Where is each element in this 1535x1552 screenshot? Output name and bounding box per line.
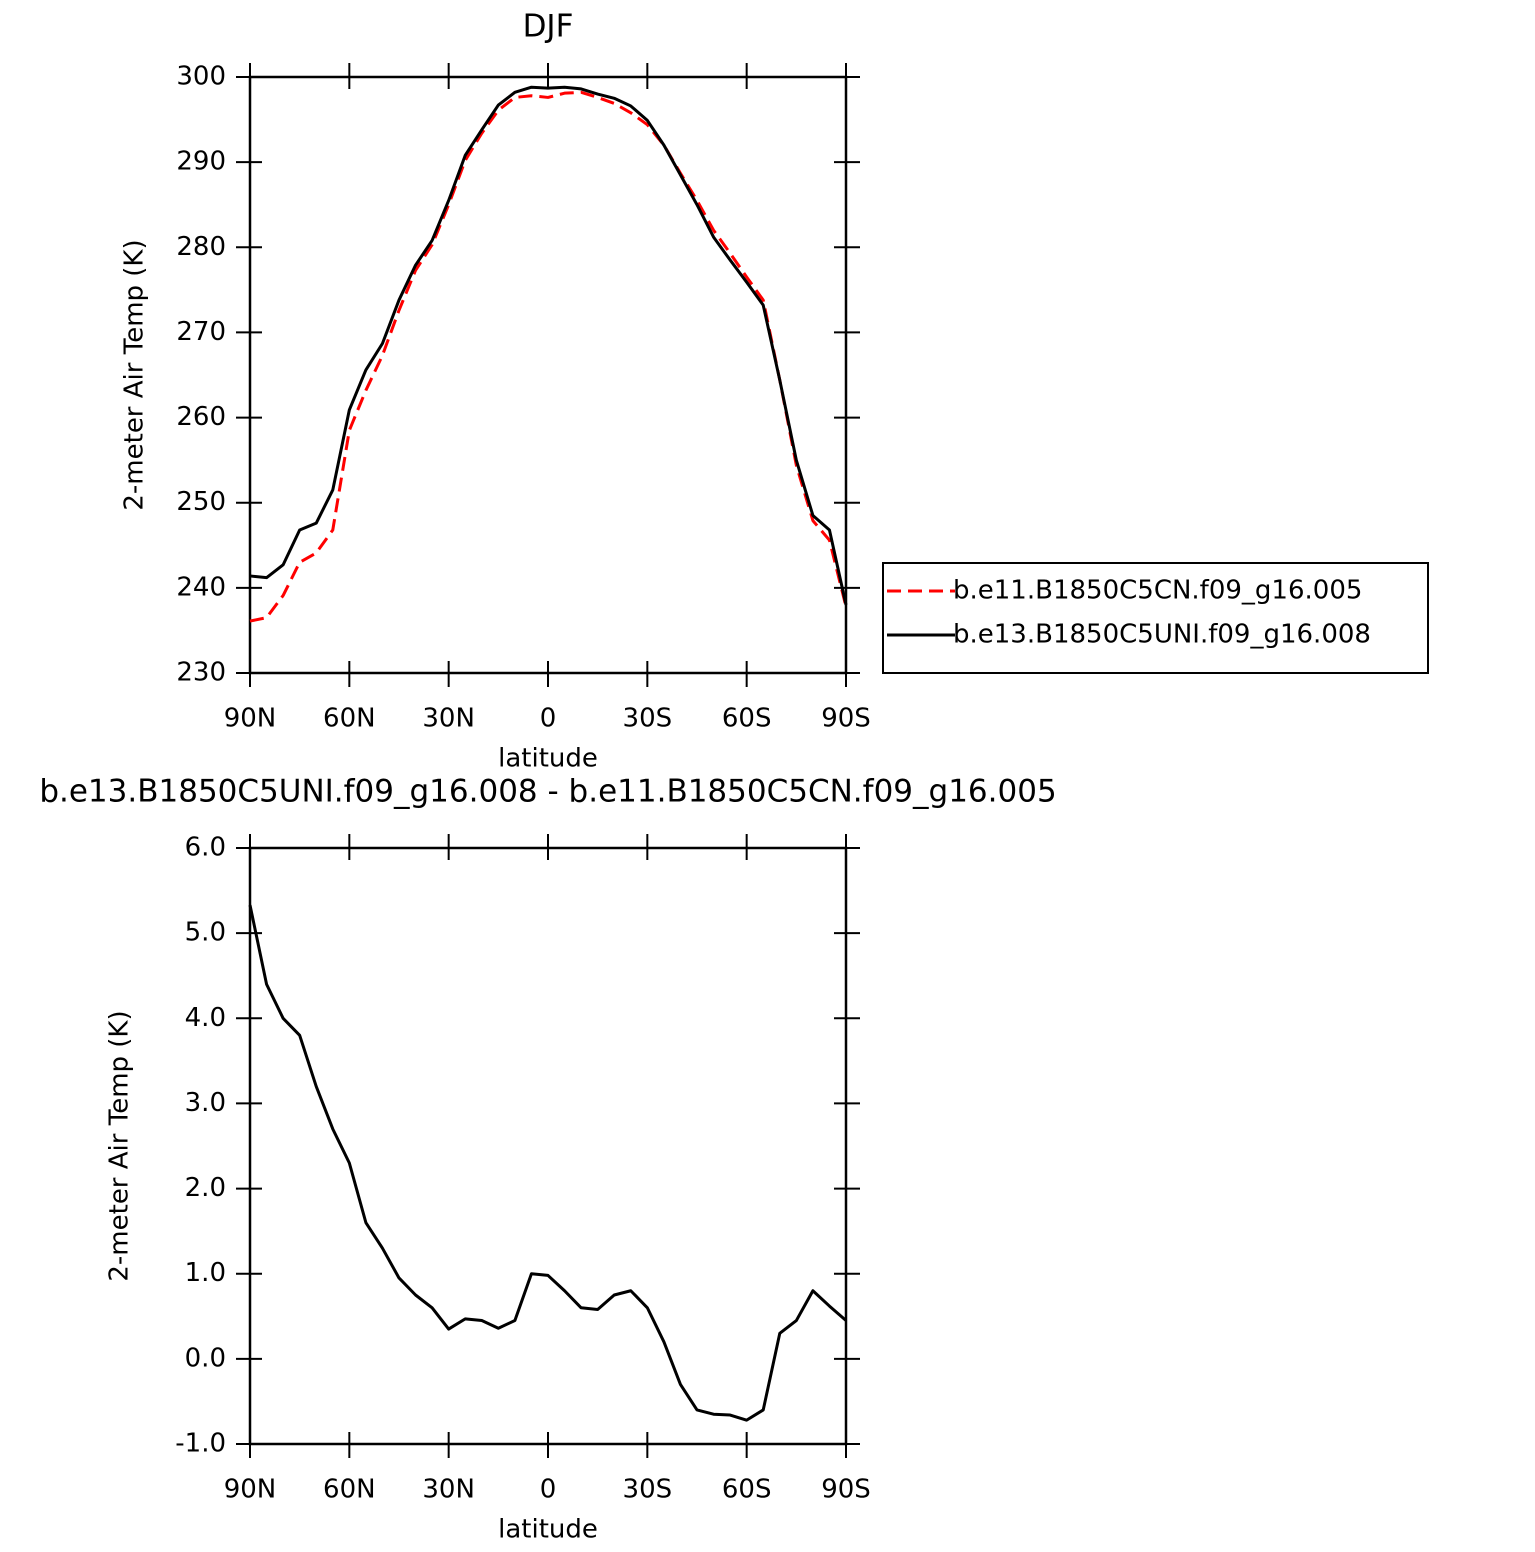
y-axis-label: 2-meter Air Temp (K) [105,1010,135,1281]
legend-label: b.e13.B1850C5UNI.f09_g16.008 [953,620,1371,650]
y-axis-label: 2-meter Air Temp (K) [120,239,150,510]
x-axis-label: latitude [498,1515,598,1545]
y-tick-label: 300 [176,62,226,92]
y-tick-label: 240 [176,572,226,602]
y-tick-label: 230 [176,658,226,688]
x-tick-label: 90S [821,704,871,734]
chart-title: DJF [523,9,574,45]
x-tick-label: 30N [422,704,475,734]
x-tick-label: 0 [540,704,557,734]
y-tick-label: 2.0 [185,1173,226,1203]
line-series [249,90,848,623]
x-tick-label: 60N [323,1475,376,1505]
x-tick-label: 90N [224,1475,277,1505]
x-tick-label: 0 [540,1475,557,1505]
y-tick-label: 270 [176,317,226,347]
chart-title: b.e13.B1850C5UNI.f09_g16.008 - b.e11.B18… [39,774,1056,810]
x-tick-label: 90S [821,1475,871,1505]
x-tick-label: 60N [323,704,376,734]
y-tick-label: 5.0 [185,918,226,948]
y-tick-label: 3.0 [185,1088,226,1118]
y-tick-label: 250 [176,487,226,517]
y-tick-label: 4.0 [185,1003,226,1033]
x-tick-label: 30S [623,1475,673,1505]
x-axis-label: latitude [498,744,598,774]
y-tick-label: 260 [176,402,226,432]
line-series [249,85,848,606]
legend-box [882,562,1429,674]
x-tick-label: 60S [722,1475,772,1505]
x-tick-label: 90N [224,704,277,734]
y-tick-label: 6.0 [185,833,226,863]
x-tick-label: 30N [422,1475,475,1505]
x-tick-label: 30S [623,704,673,734]
y-tick-label: 0.0 [185,1343,226,1373]
y-tick-label: 280 [176,232,226,262]
plot-frame [248,75,848,675]
legend-label: b.e11.B1850C5CN.f09_g16.005 [953,576,1362,606]
y-tick-label: -1.0 [175,1429,226,1459]
y-tick-label: 290 [176,147,226,177]
y-tick-label: 1.0 [185,1258,226,1288]
line-series [248,904,847,1422]
x-tick-label: 60S [722,704,772,734]
